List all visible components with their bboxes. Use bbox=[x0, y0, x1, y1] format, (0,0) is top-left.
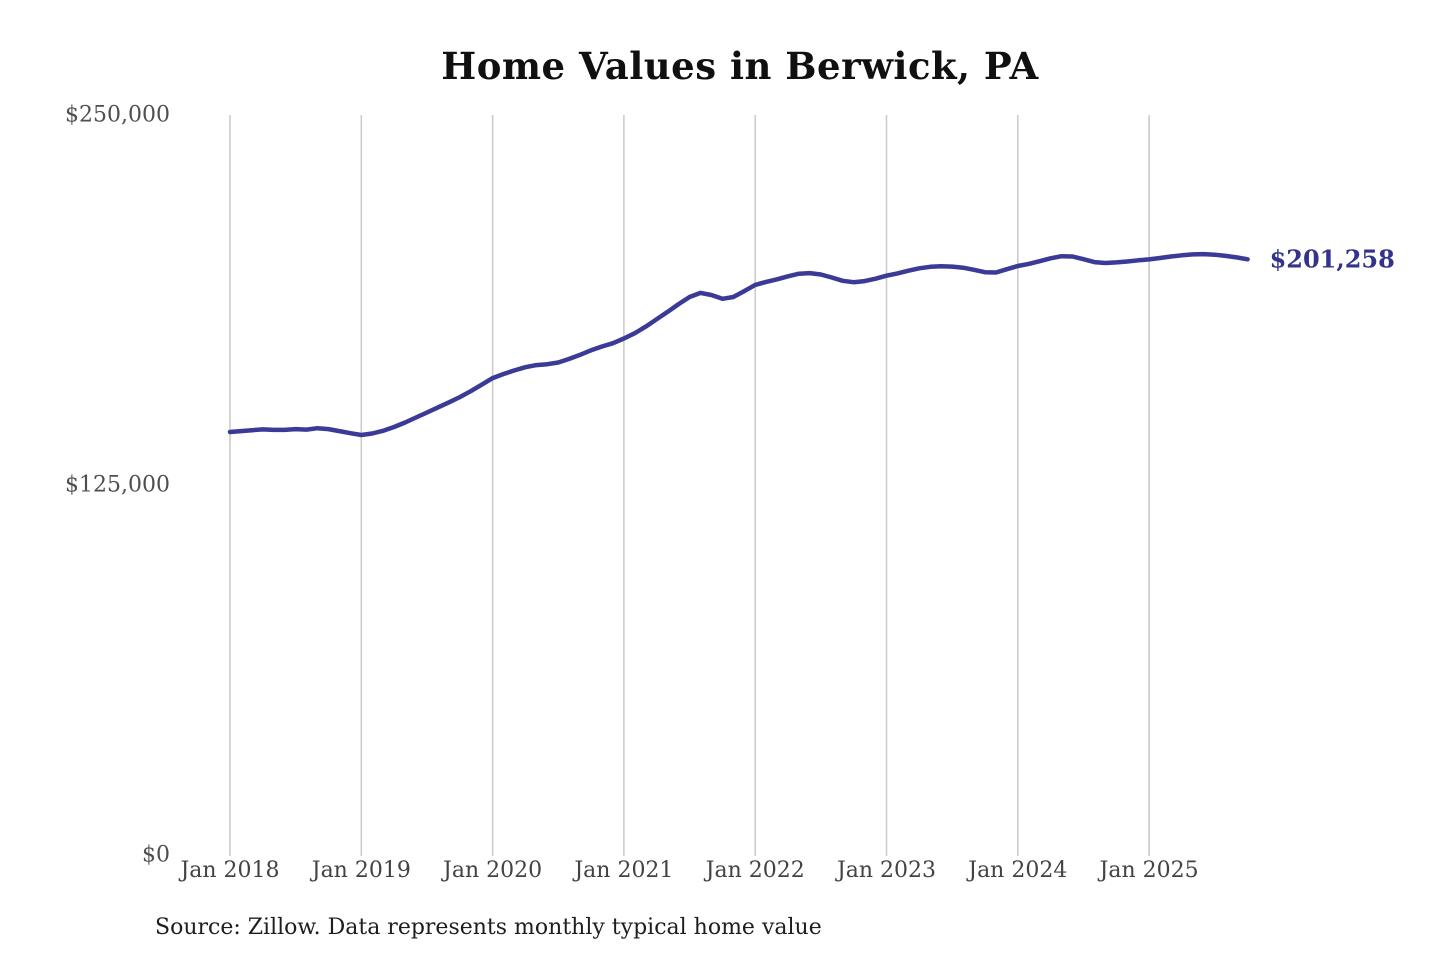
x-tick-label: Jan 2018 bbox=[180, 858, 280, 883]
chart-title: Home Values in Berwick, PA bbox=[441, 44, 1039, 88]
x-tick-label: Jan 2022 bbox=[705, 858, 805, 883]
year-gridlines bbox=[229, 115, 1150, 856]
x-tick-label: Jan 2023 bbox=[836, 858, 937, 883]
current-value-label: $201,258 bbox=[1269, 244, 1395, 274]
home-value-line bbox=[227, 251, 1250, 438]
y-tick-label: $0 bbox=[142, 842, 170, 868]
x-tick-label: Jan 2019 bbox=[311, 858, 411, 883]
source-note: Source: Zillow. Data represents monthly … bbox=[155, 915, 822, 940]
y-tick-label: $250,000 bbox=[65, 102, 170, 128]
x-tick-label: Jan 2025 bbox=[1099, 858, 1199, 883]
y-tick-label: $125,000 bbox=[65, 472, 170, 498]
x-tick-label: Jan 2021 bbox=[574, 858, 674, 883]
x-tick-label: Jan 2024 bbox=[968, 858, 1068, 883]
x-tick-label: Jan 2020 bbox=[443, 858, 543, 883]
